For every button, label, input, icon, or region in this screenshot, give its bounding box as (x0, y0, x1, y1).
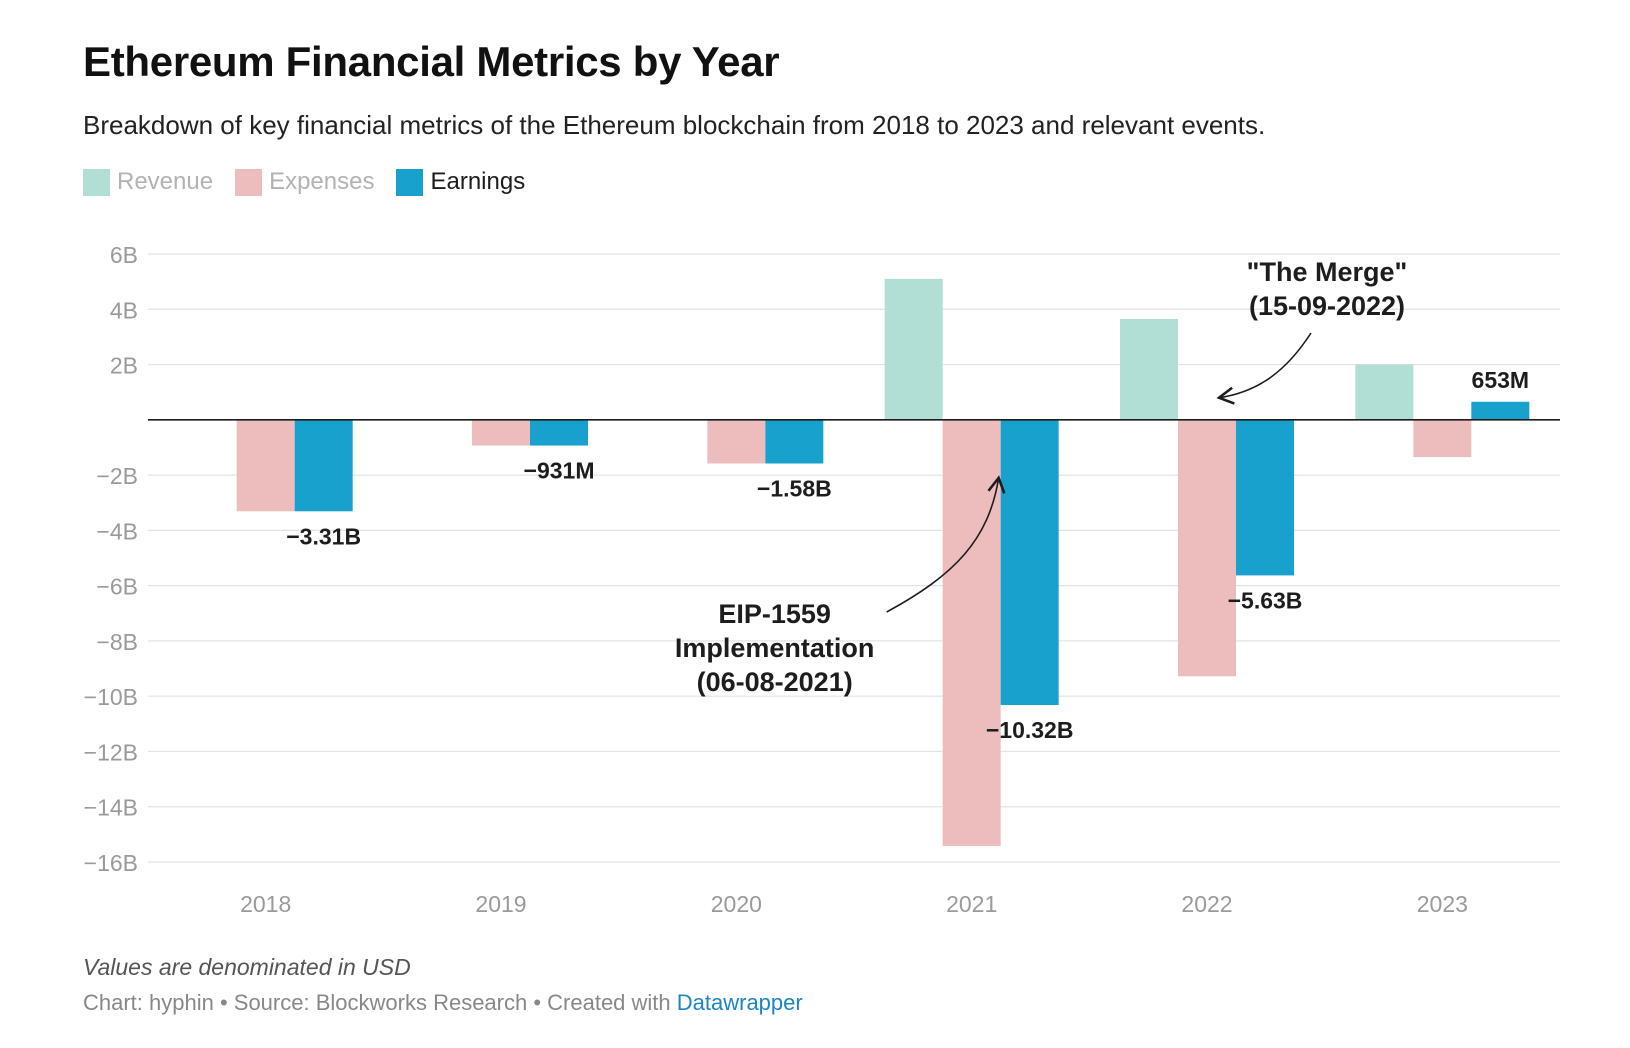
y-tick-label: 4B (110, 297, 138, 323)
bar-earnings-2023[interactable] (1471, 401, 1530, 420)
x-tick-label: 2021 (946, 891, 997, 917)
bars (236, 278, 1530, 846)
value-labels: −3.31B −931M −1.58B −10.32B −5.63B 653M (286, 367, 1529, 743)
bar-earnings-2020[interactable] (765, 419, 824, 464)
bar-earnings-2019[interactable] (530, 419, 588, 446)
y-tick-label: −6B (96, 574, 138, 600)
x-axis: 2018 2019 2020 2021 2022 2023 (240, 891, 1468, 917)
y-tick-label: −14B (84, 795, 138, 821)
grid-lines (148, 253, 1560, 863)
bar-revenue-2022[interactable] (1120, 318, 1178, 420)
y-tick-label: −10B (84, 684, 138, 710)
earnings-value-label: 653M (1472, 367, 1530, 393)
bar-revenue-2023[interactable] (1355, 364, 1414, 420)
y-tick-label: −2B (96, 463, 138, 489)
y-tick-label: 6B (110, 242, 138, 268)
legend: Revenue Expenses Earnings (83, 168, 547, 196)
x-tick-label: 2023 (1417, 891, 1468, 917)
legend-item-expenses[interactable]: Expenses (235, 168, 374, 196)
legend-item-revenue[interactable]: Revenue (83, 168, 213, 196)
chart-title: Ethereum Financial Metrics by Year (83, 38, 780, 85)
earnings-value-label: −5.63B (1228, 587, 1303, 613)
bar-earnings-2021[interactable] (1000, 419, 1059, 706)
eip-annotation-text: EIP-1559 (718, 599, 831, 629)
bar-earnings-2022[interactable] (1236, 419, 1294, 576)
footnote: Values are denominated in USD (83, 954, 411, 980)
legend-label-expenses: Expenses (269, 168, 375, 195)
earnings-value-label: −1.58B (757, 475, 832, 501)
x-tick-label: 2020 (711, 891, 762, 917)
eip-annotation-arrow (886, 475, 1006, 613)
bar-expenses-2020[interactable] (707, 419, 766, 464)
legend-item-earnings[interactable]: Earnings (396, 168, 525, 196)
bar-expenses-2022[interactable] (1178, 419, 1236, 677)
bar-expenses-2018[interactable] (236, 419, 295, 512)
legend-swatch-expenses (235, 168, 263, 196)
earnings-value-label: −3.31B (286, 523, 361, 549)
bar-expenses-2021[interactable] (942, 419, 1001, 846)
earnings-value-label: −931M (524, 458, 595, 484)
y-axis: 6B 4B 2B −2B −4B −6B −8B −10B −12B −14B −16B (84, 242, 138, 876)
merge-annotation-text: (15-09-2022) (1249, 291, 1405, 321)
y-tick-label: −4B (96, 518, 138, 544)
bar-earnings-2018[interactable] (294, 419, 353, 512)
credit-text: Chart: hyphin • Source: Blockworks Resea… (83, 990, 677, 1015)
legend-label-revenue: Revenue (117, 168, 214, 195)
x-tick-label: 2022 (1181, 891, 1232, 917)
bar-expenses-2023[interactable] (1413, 419, 1472, 458)
datawrapper-link[interactable]: Datawrapper (676, 990, 803, 1015)
eip-annotation-text: Implementation (675, 633, 875, 663)
legend-swatch-earnings (396, 168, 424, 196)
legend-swatch-revenue (83, 168, 110, 196)
y-tick-label: 2B (110, 353, 138, 379)
merge-annotation-text: "The Merge" (1247, 257, 1408, 287)
eip-annotation-text: (06-08-2021) (697, 667, 853, 697)
y-tick-label: −12B (84, 739, 138, 765)
annotations: "The Merge" (15-09-2022) EIP-1559 Implement… (675, 257, 1407, 697)
legend-label-earnings: Earnings (430, 168, 526, 195)
x-tick-label: 2018 (240, 891, 291, 917)
x-tick-label: 2019 (475, 891, 526, 917)
earnings-value-label: −10.32B (986, 717, 1074, 743)
merge-annotation-arrow (1216, 332, 1312, 405)
credit-line: Chart: hyphin • Source: Blockworks Resea… (83, 990, 803, 1016)
bar-expenses-2019[interactable] (472, 419, 530, 446)
y-tick-label: −16B (84, 850, 138, 876)
y-tick-label: −8B (96, 629, 138, 655)
chart-subtitle: Breakdown of key financial metrics of th… (83, 110, 1266, 140)
bar-revenue-2021[interactable] (884, 278, 943, 420)
